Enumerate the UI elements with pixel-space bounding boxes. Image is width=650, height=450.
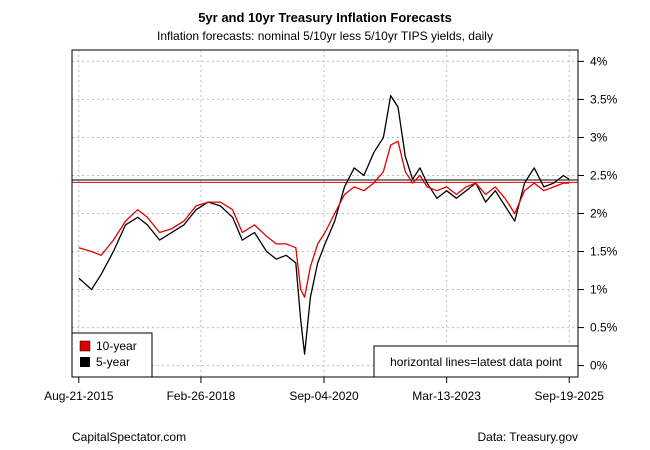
x-tick-label: Sep-19-2025 bbox=[535, 389, 605, 403]
y-tick-label: 3.5% bbox=[590, 92, 618, 106]
legend-label-5-year: 5-year bbox=[96, 355, 130, 369]
y-tick-label: 4% bbox=[590, 54, 608, 68]
legend-label-10-year: 10-year bbox=[96, 339, 137, 353]
y-tick-label: 2% bbox=[590, 207, 608, 221]
annotation-text: horizontal lines=latest data point bbox=[390, 355, 562, 369]
annotation-frame bbox=[373, 345, 579, 378]
y-tick-label: 1.5% bbox=[590, 245, 618, 259]
y-tick-label: 1% bbox=[590, 283, 608, 297]
legend-box bbox=[71, 332, 153, 378]
y-tick-label: 0.5% bbox=[590, 321, 618, 335]
y-tick-label: 3% bbox=[590, 130, 608, 144]
grid bbox=[72, 50, 578, 377]
series-line-10-year bbox=[78, 140, 570, 298]
x-tick-label: Sep-04-2020 bbox=[289, 389, 359, 403]
footer-data-source: Data: Treasury.gov bbox=[477, 430, 579, 444]
x-tick-label: Feb-26-2018 bbox=[167, 389, 236, 403]
x-axis: Aug-21-2015 Feb-26-2018 Sep-04-2020 Mar-13-… bbox=[44, 376, 605, 403]
x-tick-label: Aug-21-2015 bbox=[44, 389, 114, 403]
legend-swatch-10-year bbox=[79, 340, 91, 352]
y-tick-label: 0% bbox=[590, 359, 608, 373]
legend-swatch-5-year bbox=[80, 357, 90, 367]
annotation-box: horizontal lines=latest data point bbox=[373, 345, 579, 378]
footer-source-site: CapitalSpectator.com bbox=[72, 430, 187, 444]
y-tick-label: 2.5% bbox=[590, 168, 618, 182]
chart-title: 5yr and 10yr Treasury Inflation Forecast… bbox=[198, 10, 452, 25]
legend: 10-year 5-year bbox=[71, 332, 153, 378]
y-axis: 0% 0.5% 1% 1.5% 2% 2.5% 3% 3.5% 4% bbox=[577, 54, 618, 373]
x-tick-label: Mar-13-2023 bbox=[412, 389, 481, 403]
series-lines bbox=[78, 94, 570, 355]
reference-lines bbox=[72, 179, 578, 183]
chart-subtitle: Inflation forecasts: nominal 5/10yr less… bbox=[157, 29, 493, 43]
